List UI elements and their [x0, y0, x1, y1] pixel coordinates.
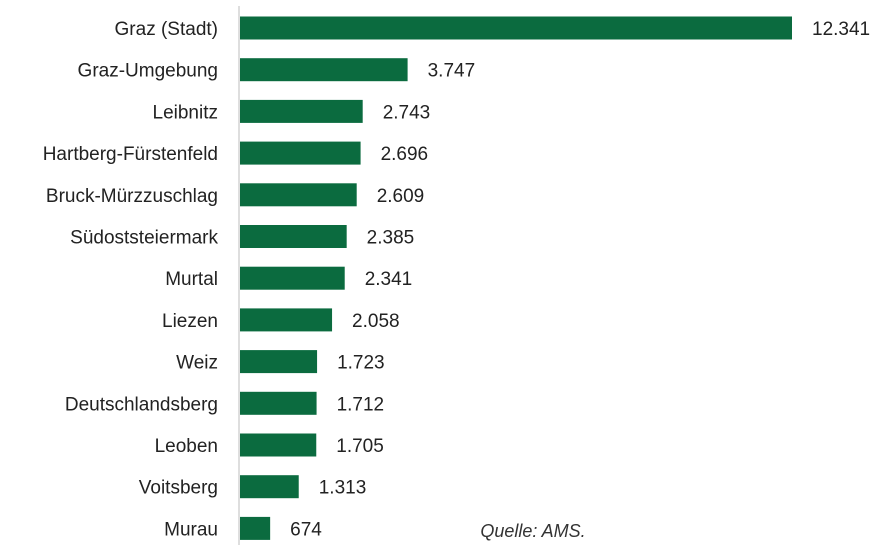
bar [240, 99, 363, 123]
bar [240, 266, 345, 290]
bar [240, 516, 271, 540]
category-label: Murau [164, 519, 218, 540]
value-label: 1.313 [319, 478, 367, 499]
category-label: Graz-Umgebung [78, 61, 218, 82]
category-label: Leoben [155, 436, 218, 457]
bar [240, 391, 317, 415]
value-label: 1.712 [337, 394, 385, 415]
category-label: Leibnitz [153, 102, 219, 123]
value-label: 2.058 [352, 311, 400, 332]
value-label: 2.385 [367, 228, 415, 249]
category-label: Weiz [176, 353, 218, 374]
value-label: 2.609 [377, 186, 425, 207]
category-label: Hartberg-Fürstenfeld [43, 144, 218, 165]
bar [240, 183, 357, 207]
value-labels-group: 12.341 3.747 2.743 2.696 2.609 2.385 2.341 2.05… [290, 19, 870, 540]
bar [240, 475, 299, 499]
source-note: Quelle: AMS. [480, 521, 585, 541]
value-label: 2.341 [365, 269, 413, 290]
bar [240, 141, 361, 165]
category-label: Südoststeiermark [70, 228, 218, 249]
bar [240, 350, 318, 374]
category-label: Deutschlandsberg [65, 394, 218, 415]
category-labels-group: Graz (Stadt) Graz-Umgebung Leibnitz Hartber… [43, 19, 219, 540]
category-label: Voitsberg [139, 478, 218, 499]
value-label: 2.743 [383, 102, 431, 123]
category-label: Murtal [165, 269, 218, 290]
bar [240, 433, 317, 457]
value-label: 1.705 [336, 436, 384, 457]
bar [240, 58, 408, 82]
value-label: 12.341 [812, 19, 870, 40]
category-label: Liezen [162, 311, 218, 332]
bar [240, 308, 333, 332]
value-label: 1.723 [337, 353, 385, 374]
bar [240, 16, 792, 40]
value-label: 3.747 [428, 61, 476, 82]
category-label: Graz (Stadt) [115, 19, 218, 40]
value-label: 2.696 [381, 144, 429, 165]
value-label: 674 [290, 519, 322, 540]
bar [240, 225, 347, 248]
bars-group [240, 16, 792, 540]
category-label: Bruck-Mürzzuschlag [46, 186, 218, 207]
